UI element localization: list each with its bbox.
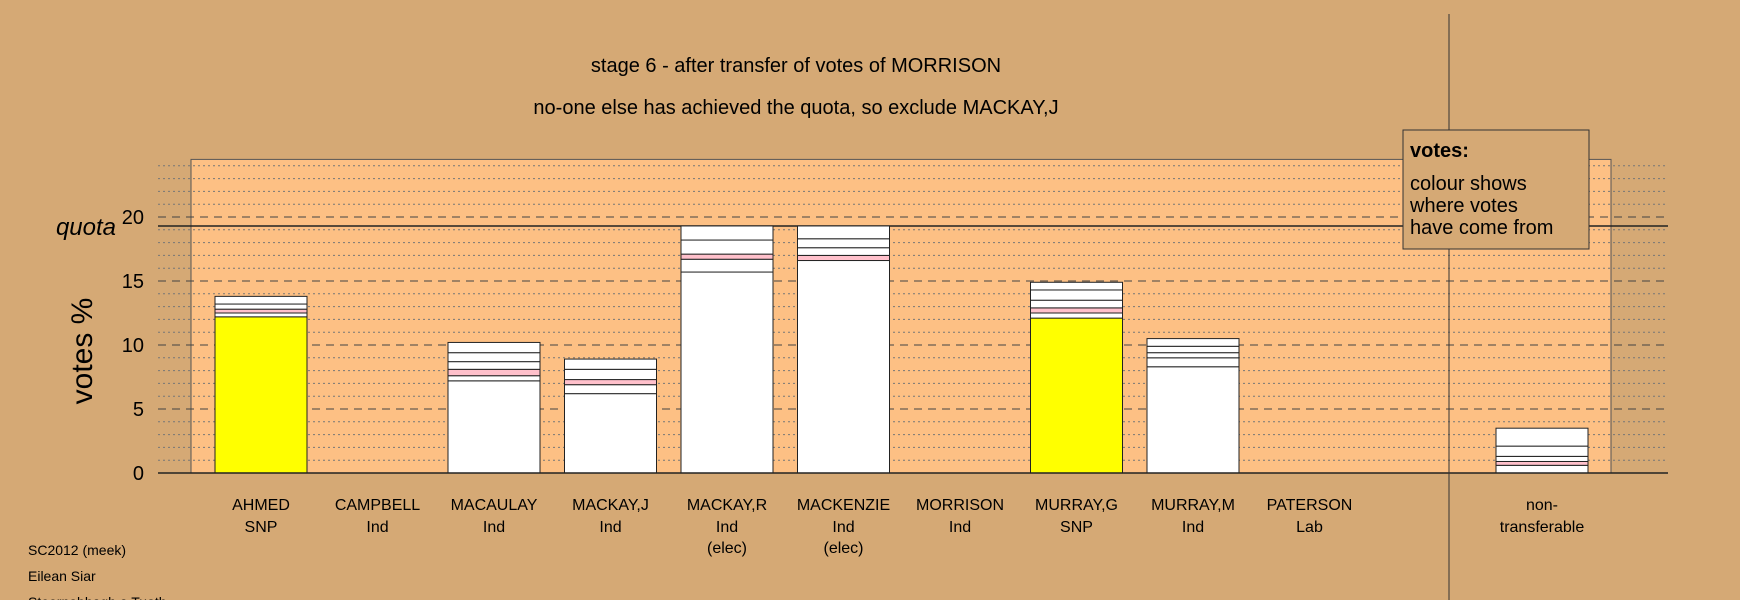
plot-area: [158, 158, 1668, 474]
legend-line: where votes: [1409, 195, 1518, 217]
bar-segment: [564, 379, 657, 386]
bar-segment: [1030, 307, 1123, 314]
bar-segment: [447, 361, 541, 370]
footer-line: Eilean Siar: [28, 568, 96, 584]
bar-segment: [214, 295, 308, 305]
bar-segment: [680, 258, 774, 273]
bar-segment: [447, 341, 541, 354]
bar-segment: [447, 368, 541, 377]
y-tick-label: 10: [122, 335, 144, 357]
bar-segment: [1146, 338, 1240, 347]
y-axis: 0 5 10 15 20 quota: [56, 207, 1668, 485]
nontransferable-bar-segment: [1495, 445, 1589, 457]
category-party: Ind: [832, 519, 854, 536]
category-party: Ind: [949, 519, 971, 536]
category-name: MURRAY,G: [1035, 497, 1118, 514]
category-name: CAMPBELL: [335, 497, 420, 514]
category-name: MURRAY,M: [1151, 497, 1235, 514]
chart-marks: [214, 225, 1589, 474]
category-name: MACKAY,J: [572, 497, 649, 514]
y-tick-label: 20: [122, 207, 144, 229]
bar-segment: [1030, 299, 1123, 309]
quota-label: quota: [56, 214, 116, 241]
bar-segment: [1030, 317, 1123, 474]
bar-segment: [680, 225, 774, 241]
bar-segment: [797, 254, 890, 262]
category-party: Ind: [366, 519, 388, 536]
bar-segment: [564, 384, 657, 395]
category-name: MACKAY,R: [687, 497, 767, 514]
plot-panel: [190, 158, 1612, 474]
category-name: MACKENZIE: [797, 497, 890, 514]
footer-line: SC2012 (meek): [28, 542, 126, 558]
footer: SC2012 (meek) Eilean Siar Steornabhagh a T…: [28, 542, 167, 600]
bar-segment: [564, 368, 657, 381]
bar-segment: [447, 375, 541, 382]
bar-segment: [1030, 289, 1123, 301]
category-party: Ind: [1182, 519, 1204, 536]
bar-segment: [214, 312, 308, 318]
y-tick-label: 5: [133, 399, 144, 421]
category-party: Lab: [1296, 519, 1323, 536]
bar-segment: [214, 316, 308, 474]
footer-line: Steornabhagh a Tuath: [28, 594, 167, 600]
category-labels: AHMED SNP CAMPBELL Ind MACAULAY Ind MACKAY,J In…: [232, 14, 1584, 600]
category-name: PATERSON: [1267, 497, 1353, 514]
bar-segment: [680, 271, 774, 474]
nontransferable-bar-segment: [1495, 460, 1589, 466]
bar-segment: [447, 352, 541, 363]
nontransferable-bar-segment: [1495, 455, 1589, 462]
bar-segment: [564, 393, 657, 474]
y-tick-label: 15: [122, 271, 144, 293]
category-note: (elec): [823, 540, 863, 557]
bar-segment: [1146, 366, 1240, 474]
bar-segment: [680, 239, 774, 255]
bar-segment: [797, 260, 890, 474]
category-name: MACAULAY: [451, 497, 538, 514]
bar-segment: [1146, 352, 1240, 359]
legend-line: have come from: [1410, 217, 1553, 239]
bar-segment: [1146, 357, 1240, 368]
bar-segment: [1146, 345, 1240, 354]
category-party: Ind: [483, 519, 505, 536]
bar-segment: [797, 247, 890, 256]
chart-title: stage 6 - after transfer of votes of MOR…: [591, 55, 1001, 77]
category-party: Ind: [599, 519, 621, 536]
bar-segment: [564, 358, 657, 370]
category-name: AHMED: [232, 497, 290, 514]
bar-segment: [214, 303, 308, 310]
y-tick-label: 0: [133, 463, 144, 485]
category-note: (elec): [707, 540, 747, 557]
legend-line: colour shows: [1410, 173, 1527, 195]
legend-title: votes:: [1410, 140, 1469, 162]
bar-segment: [214, 308, 308, 314]
bar-segment: [447, 380, 541, 474]
category-party: SNP: [1060, 519, 1093, 536]
nontransferable-bar-segment: [1495, 427, 1589, 447]
category-party: Ind: [716, 519, 738, 536]
nontransferable-label: non-: [1526, 497, 1558, 514]
nontransferable-label: transferable: [1500, 519, 1585, 536]
bar-segment: [1030, 312, 1123, 319]
bar-segment: [797, 238, 890, 249]
legend-box: [1402, 129, 1590, 250]
y-axis-label: votes %: [66, 298, 99, 405]
category-name: MORRISON: [916, 497, 1004, 514]
bar-segment: [1030, 281, 1123, 291]
category-party: SNP: [245, 519, 278, 536]
bar-segment: [797, 225, 890, 240]
bar-segment: [680, 253, 774, 260]
nontransferable-bar-segment: [1495, 464, 1589, 474]
chart-subtitle: no-one else has achieved the quota, so e…: [533, 97, 1058, 119]
